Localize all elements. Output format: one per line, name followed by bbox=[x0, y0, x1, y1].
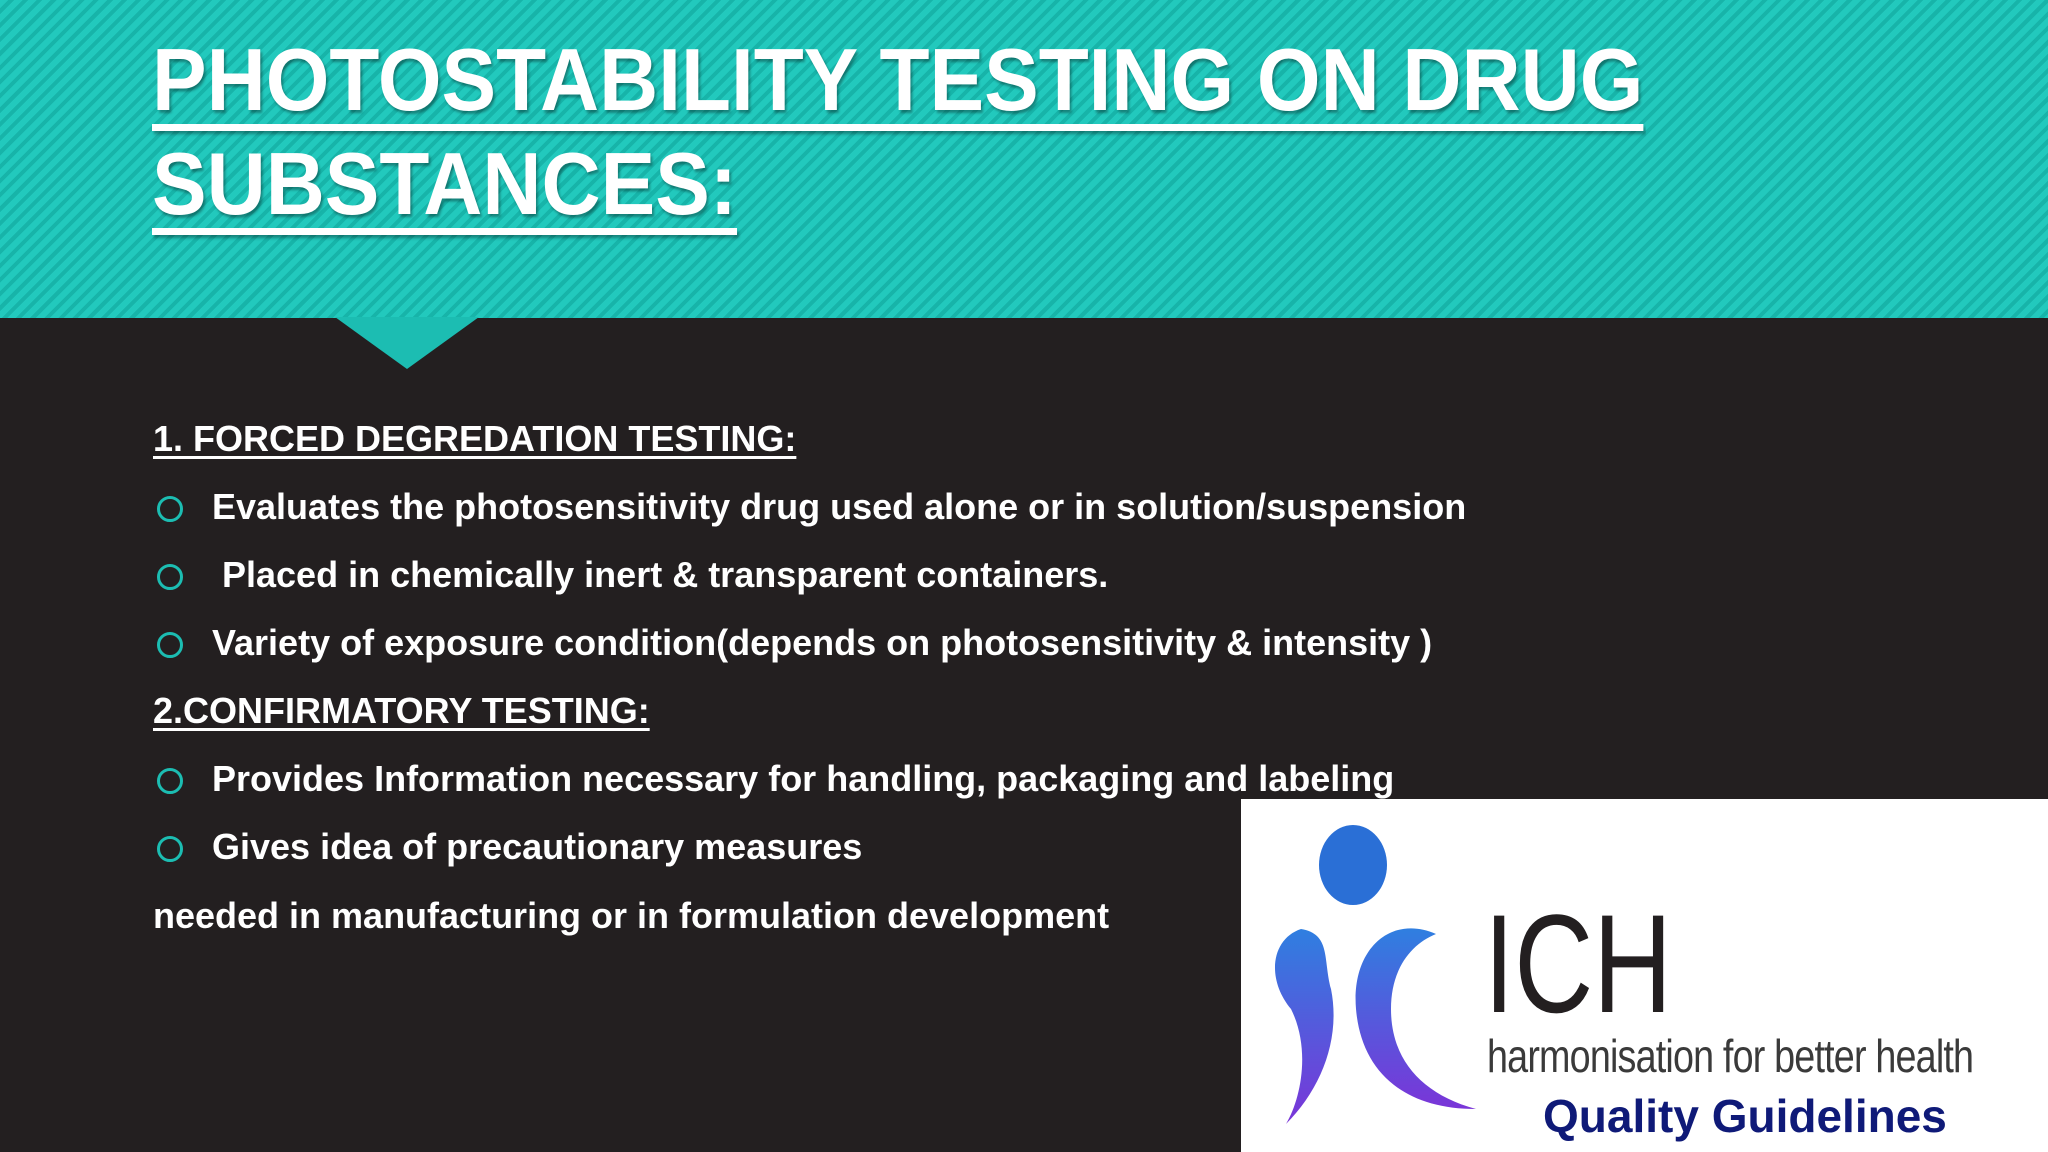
bullet-text: Provides Information necessary for handl… bbox=[212, 758, 1395, 799]
section-heading-confirmatory: 2.CONFIRMATORY TESTING: bbox=[153, 690, 650, 731]
bullet-text: Placed in chemically inert & transparent… bbox=[212, 554, 1109, 595]
circle-bullet-icon bbox=[157, 768, 183, 794]
banner-pointer bbox=[335, 317, 479, 369]
circle-bullet-icon bbox=[157, 564, 183, 590]
circle-bullet-icon bbox=[157, 496, 183, 522]
circle-bullet-icon bbox=[157, 836, 183, 862]
quality-guidelines-caption: Quality Guidelines bbox=[1543, 1090, 1947, 1142]
continuation-text: needed in manufacturing or in formulatio… bbox=[153, 895, 1110, 936]
ich-wordmark: ICH bbox=[1484, 885, 1673, 1042]
ich-figure-icon bbox=[1274, 825, 1476, 1124]
bullet-text: Gives idea of precautionary measures bbox=[212, 826, 863, 867]
title-banner bbox=[0, 0, 2048, 318]
section-heading-forced-degradation: 1. FORCED DEGREDATION TESTING: bbox=[153, 418, 797, 459]
slide-title: PHOTOSTABILITY TESTING ON DRUG SUBSTANCE… bbox=[152, 30, 1644, 233]
bullet-text: Evaluates the photosensitivity drug used… bbox=[212, 486, 1467, 527]
circle-bullet-icon bbox=[157, 632, 183, 658]
bullet-text: Variety of exposure condition(depends on… bbox=[212, 622, 1433, 663]
ich-tagline: harmonisation for better health bbox=[1487, 1030, 1974, 1082]
ich-logo-image: ICH harmonisation for better health Qual… bbox=[1241, 799, 2048, 1152]
